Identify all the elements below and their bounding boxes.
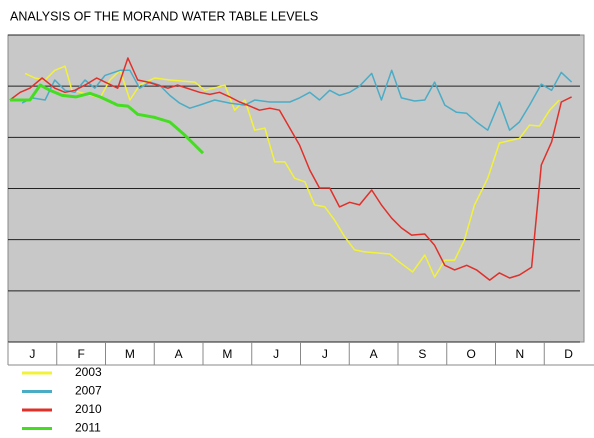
series-line <box>24 65 560 278</box>
x-tick-label: A <box>370 347 378 361</box>
legend-label: 2011 <box>75 421 101 435</box>
x-tick-label: M <box>222 347 232 361</box>
x-tick-label: N <box>516 347 525 361</box>
x-tick-label: S <box>418 347 426 361</box>
x-tick-label: J <box>322 347 328 361</box>
x-tick-label: J <box>273 347 279 361</box>
series-line <box>9 83 205 155</box>
x-tick-label: D <box>564 347 573 361</box>
legend-label: 2007 <box>75 384 102 398</box>
chart-title: ANALYSIS OF THE MORAND WATER TABLE LEVEL… <box>10 9 318 23</box>
legend-label: 2010 <box>75 402 102 416</box>
x-tick-label: A <box>175 347 183 361</box>
x-tick-label: O <box>466 347 475 361</box>
series-line <box>9 57 572 281</box>
series-line <box>21 69 573 131</box>
x-tick-label: M <box>125 347 135 361</box>
x-tick-label: F <box>77 347 84 361</box>
x-tick-label: J <box>29 347 35 361</box>
legend-label: 2003 <box>75 365 102 379</box>
